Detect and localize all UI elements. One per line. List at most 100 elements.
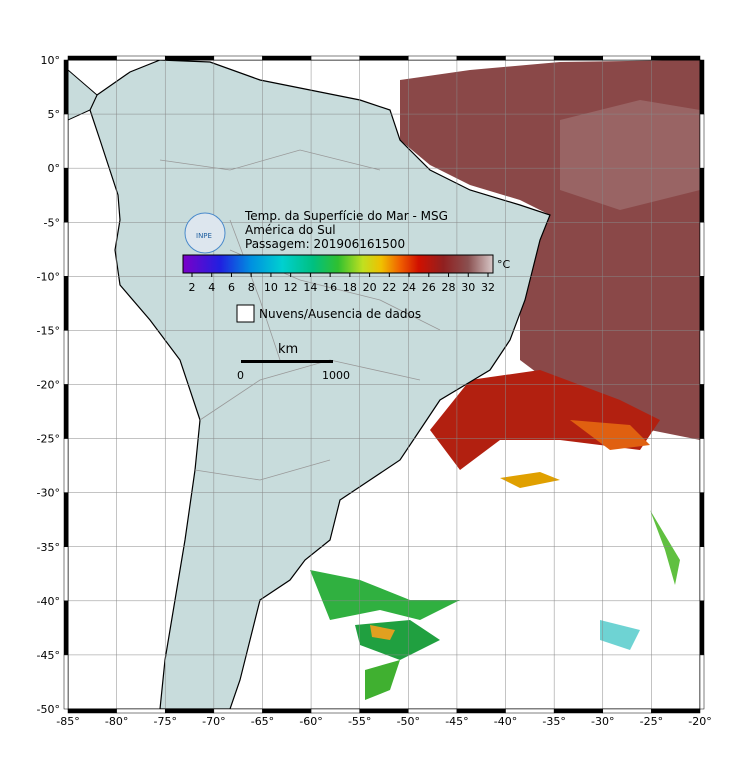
frame-band: [213, 708, 263, 714]
frame-band: [699, 438, 705, 493]
logo: [184, 212, 226, 254]
frame-band: [63, 167, 69, 223]
frame-band: [602, 55, 652, 61]
frame-band: [310, 55, 360, 61]
frame-band: [651, 55, 701, 61]
frame-band: [262, 708, 312, 714]
frame-band: [553, 55, 604, 61]
legend-swatch: [236, 304, 255, 323]
lon-label: -80°: [105, 715, 128, 728]
frame-band: [408, 708, 458, 714]
lon-label: -20°: [688, 715, 711, 728]
frame-band: [262, 55, 312, 61]
frame-band: [164, 55, 215, 61]
colorbar-label: 10: [264, 281, 278, 294]
lon-label: -40°: [494, 715, 517, 728]
frame-band: [67, 708, 117, 714]
frame-band: [63, 546, 69, 602]
lon-label: -60°: [299, 715, 322, 728]
frame-band: [359, 55, 409, 61]
colorbar-label: 18: [343, 281, 357, 294]
colorbar-label: 20: [363, 281, 377, 294]
lat-label: 0°: [48, 162, 61, 175]
frame-band: [310, 708, 360, 714]
frame-band: [456, 55, 506, 61]
lat-label: -15°: [37, 324, 60, 337]
lat-label: -45°: [37, 649, 60, 662]
lon-label: -55°: [348, 715, 371, 728]
lat-label: 5°: [48, 108, 61, 121]
frame-band: [359, 708, 409, 714]
colorbar-unit: °C: [497, 258, 511, 271]
frame-band: [699, 654, 705, 710]
colorbar-label: 24: [402, 281, 416, 294]
frame-band: [699, 330, 705, 385]
frame-band: [505, 55, 555, 61]
colorbar-label: 16: [323, 281, 337, 294]
colorbar-label: 22: [382, 281, 396, 294]
sst-area: [650, 510, 680, 585]
frame-band: [63, 600, 69, 656]
sst-area: [600, 620, 640, 650]
colorbar-label: 4: [208, 281, 215, 294]
frame-band: [63, 59, 69, 115]
frame-band: [651, 708, 701, 714]
lat-label: -10°: [37, 270, 60, 283]
colorbar-label: 2: [189, 281, 196, 294]
frame-band: [699, 384, 705, 439]
lon-label: -45°: [445, 715, 468, 728]
frame-band: [116, 55, 166, 61]
colorbar-label: 6: [228, 281, 235, 294]
logo-text: INPE: [196, 232, 212, 240]
borders: [159, 149, 441, 481]
lon-label: -70°: [202, 715, 225, 728]
lon-label: -65°: [251, 715, 274, 728]
colorbar-label: 12: [284, 281, 298, 294]
frame-band: [63, 654, 69, 710]
graticule: [68, 60, 700, 709]
frame-band: [699, 600, 705, 656]
colorbar-label: 26: [422, 281, 436, 294]
frame-band: [505, 708, 555, 714]
frame-band: [63, 438, 69, 493]
frame-band: [63, 222, 69, 277]
title: Temp. da Superfície do Mar - MSG: [244, 209, 448, 223]
frame-band: [699, 167, 705, 223]
frame-band: [699, 492, 705, 547]
colorbar-label: 14: [303, 281, 317, 294]
sst-area: [560, 100, 700, 210]
colorbar-label: 8: [248, 281, 255, 294]
frame-band: [602, 708, 652, 714]
frame-band: [699, 276, 705, 331]
lon-label: -75°: [153, 715, 176, 728]
frame-band: [63, 276, 69, 331]
legend-label: Nuvens/Ausencia de dados: [259, 307, 421, 321]
frame-band: [213, 55, 263, 61]
colorbar-label: 30: [461, 281, 475, 294]
frame-band: [63, 330, 69, 385]
lon-label: -85°: [56, 715, 79, 728]
colorbar-label: 28: [442, 281, 456, 294]
sst-area: [365, 660, 400, 700]
sst-area: [570, 420, 650, 450]
colorbar-label: 32: [481, 281, 495, 294]
frame-band: [456, 708, 506, 714]
central-america: [68, 69, 98, 121]
frame-band: [63, 384, 69, 439]
scale-bar: [241, 360, 333, 363]
lat-label: -35°: [37, 541, 60, 554]
frame-band: [63, 492, 69, 547]
frame-band: [408, 55, 458, 61]
frame-band: [699, 113, 705, 169]
frame-band: [67, 55, 117, 61]
scale-unit: km: [278, 342, 298, 357]
region: América do Sul: [245, 223, 336, 237]
lat-label: -50°: [37, 703, 60, 716]
sst-area: [310, 570, 460, 620]
frame-band: [699, 546, 705, 602]
frame-band: [63, 113, 69, 169]
lon-label: -30°: [591, 715, 614, 728]
lat-label: -20°: [37, 379, 60, 392]
lat-label: -5°: [44, 216, 60, 229]
